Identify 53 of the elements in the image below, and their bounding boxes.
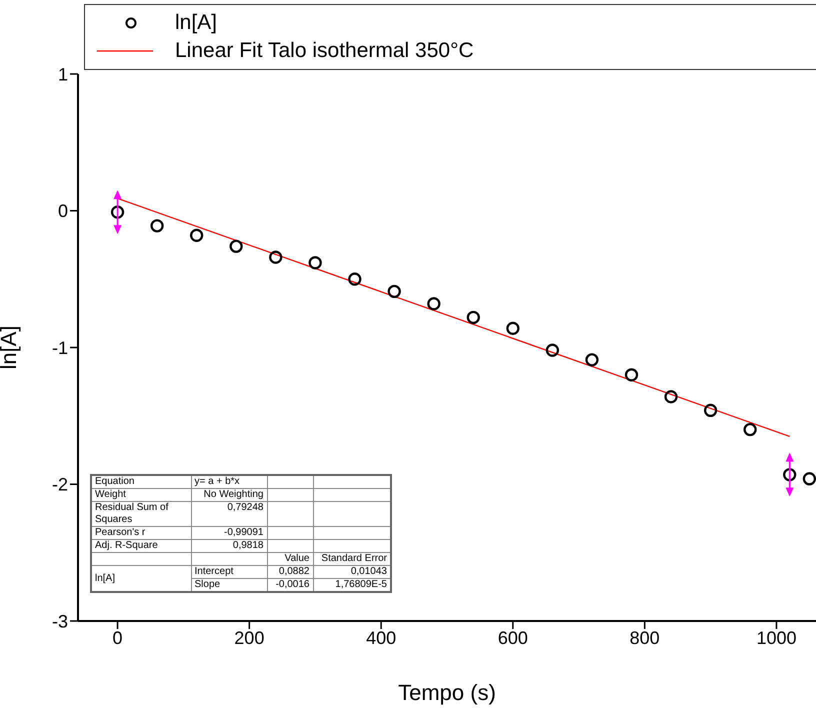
point <box>150 219 164 232</box>
x-tick-label: 200 <box>234 628 264 648</box>
point <box>783 468 796 482</box>
point <box>506 322 520 335</box>
y-tick-label: 1 <box>58 64 68 84</box>
x-tick-label: 0 <box>112 628 123 648</box>
annotation: Value <box>267 552 313 566</box>
point <box>348 272 362 286</box>
x-tick-label: 400 <box>366 628 396 648</box>
annotation: 0,79248 <box>191 502 267 526</box>
annotation: No Weighting <box>191 488 267 502</box>
point <box>269 250 282 264</box>
point <box>466 310 480 324</box>
annotation: Weight <box>91 488 191 502</box>
point <box>427 297 440 310</box>
y-axis-title: ln[A] <box>0 325 21 370</box>
legend-label: Linear Fit Talo isothermal 350°C <box>175 39 474 63</box>
point <box>230 240 243 253</box>
point <box>585 353 599 366</box>
y-tick-label: -1 <box>52 338 68 358</box>
annotation: y= a + b*x <box>191 475 267 488</box>
point <box>624 368 638 382</box>
annotation: 0,9818 <box>191 540 267 552</box>
x-axis-title: Tempo (s) <box>398 680 496 705</box>
point <box>388 284 401 298</box>
y-tick-label: -2 <box>52 474 68 495</box>
point <box>802 472 816 486</box>
annotation: Slope <box>191 578 267 592</box>
point <box>308 256 322 270</box>
x-tick-label: 600 <box>498 628 528 648</box>
y-tick-label: 0 <box>58 201 68 222</box>
annotation: Residual Sum of Squares <box>91 502 191 526</box>
annotation: Pearson's r <box>91 526 191 540</box>
point <box>664 390 678 404</box>
annotation: -0,99091 <box>191 526 267 540</box>
point <box>110 206 124 219</box>
x-tick-label: 800 <box>630 628 660 648</box>
annotation: Adj. R-Square <box>91 540 191 552</box>
point <box>744 422 757 436</box>
annotation: 0,01043 <box>313 566 391 578</box>
y-tick-label: -3 <box>52 611 68 632</box>
point <box>704 404 718 418</box>
annotation: Standard Error <box>313 552 391 566</box>
x-tick-label: 1000 <box>756 628 796 648</box>
annotation: ln[A] <box>91 566 191 592</box>
annotation: 0,0882 <box>267 566 313 578</box>
annotation: Equation <box>91 475 191 488</box>
annotation: Intercept <box>191 566 267 578</box>
annotation: 1,76809E-5 <box>313 578 391 592</box>
annotation: -0,0016 <box>267 578 313 592</box>
point <box>190 228 204 242</box>
point <box>546 344 560 357</box>
legend-label: ln[A] <box>175 11 218 35</box>
